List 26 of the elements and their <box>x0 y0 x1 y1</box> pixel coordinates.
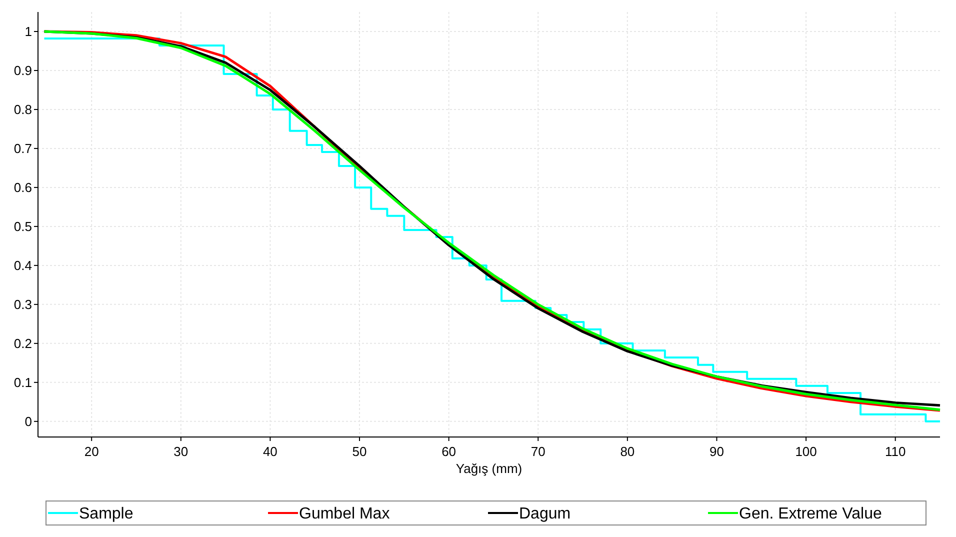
y-tick-label: 0.9 <box>14 63 32 78</box>
legend-label: Dagum <box>519 506 571 523</box>
y-tick-label: 0.6 <box>14 180 32 196</box>
x-tick-label: 70 <box>530 444 546 459</box>
y-tick-label: 0.5 <box>14 219 32 234</box>
x-tick-label: 110 <box>884 444 906 459</box>
x-tick-label: 20 <box>84 444 99 459</box>
y-tick-label: 0.4 <box>14 258 32 273</box>
x-axis-title: Yağış (mm) <box>456 461 522 476</box>
y-tick-label: 0.2 <box>14 336 32 351</box>
x-tick-label: 50 <box>352 444 367 459</box>
x-tick-label: 30 <box>174 444 188 459</box>
x-tick-label: 60 <box>442 444 456 459</box>
y-tick-label: 0 <box>24 414 32 429</box>
y-tick-label: 1 <box>24 24 32 40</box>
y-tick-label: 0.3 <box>14 296 32 312</box>
legend-label: Gumbel Max <box>299 506 390 523</box>
x-tick-label: 80 <box>620 444 635 459</box>
x-tick-label: 40 <box>262 444 278 459</box>
y-tick-label: 0.1 <box>14 374 32 390</box>
x-tick-label: 90 <box>710 444 724 459</box>
legend-label: Sample <box>79 506 134 523</box>
y-tick-label: 0.7 <box>14 141 32 156</box>
x-tick-label: 100 <box>795 444 817 459</box>
legend-label: Gen. Extreme Value <box>739 506 882 523</box>
y-tick-label: 0.8 <box>14 102 32 118</box>
